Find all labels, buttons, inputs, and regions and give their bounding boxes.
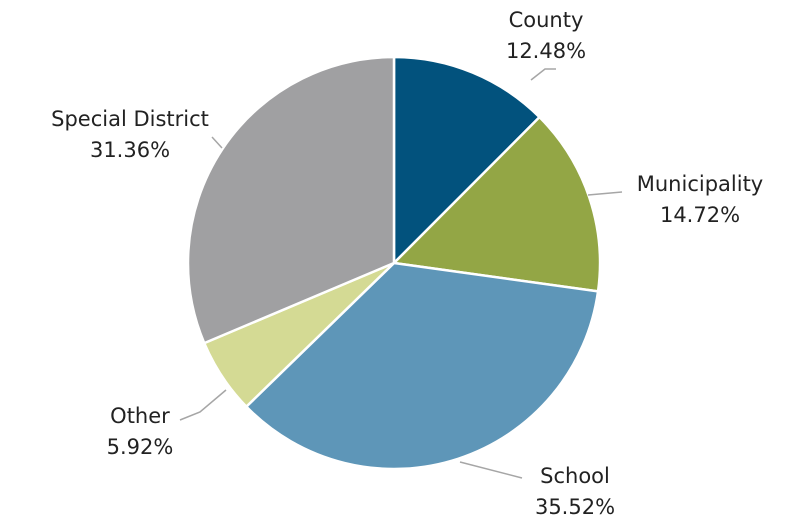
slice-label: Other (110, 404, 170, 428)
value-label: 31.36% (90, 138, 170, 162)
slice-label: School (540, 464, 610, 488)
leader-lines (179, 68, 623, 479)
value-label: 14.72% (660, 203, 740, 227)
leader-line (587, 191, 623, 196)
pie-slice (186, 55, 396, 345)
value-label: 12.48% (506, 39, 586, 63)
leader-line (179, 389, 227, 421)
pie (186, 55, 602, 471)
value-label: 5.92% (107, 435, 174, 459)
leader-line (459, 461, 523, 479)
value-label: 35.52% (535, 495, 615, 519)
pie-slice (392, 115, 602, 293)
pie-slice (392, 55, 541, 265)
slice-label: Municipality (637, 172, 763, 196)
leader-line (530, 68, 556, 81)
slice-label: County (509, 8, 584, 32)
leader-line (211, 136, 223, 149)
slice-label: Special District (51, 107, 209, 131)
pie-slice (245, 261, 600, 471)
